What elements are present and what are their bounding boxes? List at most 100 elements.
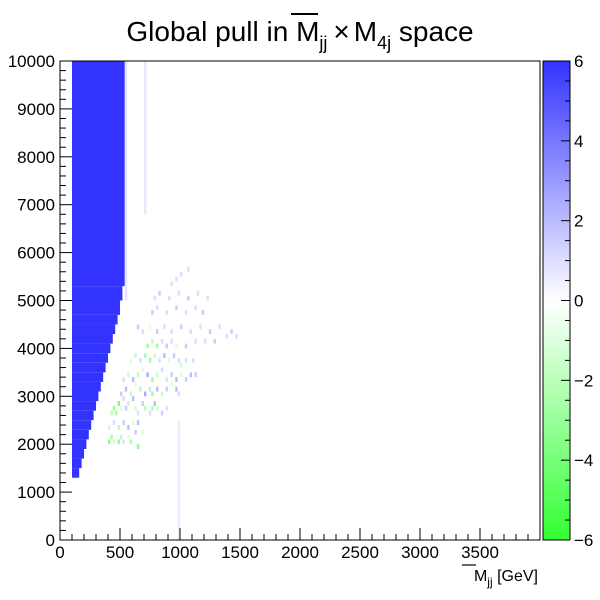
heatmap-cell: [146, 372, 149, 378]
x-axis-label-unit: [GeV]: [493, 568, 538, 585]
y-tick-label: 10000: [8, 52, 55, 71]
heatmap-saturated-bin: [72, 314, 118, 325]
heatmap-cell: [144, 391, 147, 397]
heatmap-cell: [112, 439, 116, 445]
heatmap-cell: [117, 401, 120, 406]
heatmap-cell: [163, 324, 166, 330]
heatmap-cells: [72, 61, 238, 540]
heatmap-cell: [124, 405, 128, 411]
heatmap-cell: [170, 338, 173, 344]
heatmap-cell: [184, 343, 188, 349]
heatmap-cell: [141, 429, 144, 435]
heatmap-cell: [177, 391, 180, 397]
x-axis-label-main: M: [474, 568, 487, 585]
heatmap-cell: [148, 324, 152, 330]
x-tick-label: 3000: [401, 543, 439, 562]
colorbar-tick-label: −2: [574, 371, 593, 390]
x-axis-label: Mjj [GeV]: [474, 568, 538, 589]
plot-background: [60, 61, 540, 540]
heatmap-cell: [153, 401, 156, 406]
heatmap-band: [144, 61, 147, 215]
heatmap-cell: [156, 343, 159, 349]
plot-area: [60, 61, 540, 540]
heatmap-cell: [156, 405, 159, 411]
colorbar-tick-label: 6: [574, 52, 583, 71]
y-tick-label: 6000: [17, 244, 55, 263]
heatmap-saturated-bin: [72, 343, 111, 354]
heatmap-saturated-bin: [72, 448, 84, 459]
heatmap-cell: [168, 357, 171, 363]
heatmap-cell: [120, 391, 123, 397]
heatmap-cell: [156, 386, 159, 392]
heatmap-cell: [172, 353, 176, 358]
heatmap-cell: [144, 405, 147, 411]
y-tick-label: 5000: [17, 292, 55, 311]
title-times: ×: [333, 16, 349, 47]
title-m4j-sub: 4j: [377, 33, 391, 53]
heatmap-cell: [124, 386, 128, 392]
heatmap-cell: [127, 372, 130, 378]
heatmap-saturated-bin: [72, 286, 123, 301]
x-axis-label-sub: jj: [486, 575, 492, 589]
y-tick-label: 3000: [17, 387, 55, 406]
heatmap-cell: [153, 353, 156, 358]
heatmap-cell: [151, 377, 154, 382]
heatmap-cell: [122, 439, 125, 445]
heatmap-saturated-bin: [72, 391, 99, 402]
heatmap-saturated-bin: [72, 401, 96, 411]
heatmap-cell: [112, 405, 116, 411]
x-tick-label: 1500: [221, 543, 259, 562]
colorbar-tick-label: 0: [574, 292, 583, 311]
heatmap-cell: [170, 281, 173, 287]
heatmap-cell: [134, 353, 137, 358]
heatmap-cell: [230, 329, 233, 335]
heatmap-cell: [146, 343, 149, 349]
heatmap-cell: [136, 372, 140, 378]
heatmap-cell: [122, 377, 125, 382]
heatmap-cell: [165, 405, 168, 411]
y-axis: 0 1000 2000 3000 4000 5000 6000 7000 8000 9000 100…: [8, 52, 72, 550]
heatmap-cell: [153, 295, 156, 301]
heatmap-saturated-bin: [72, 353, 108, 363]
heatmap-cell: [120, 405, 123, 411]
heatmap-cell: [170, 381, 173, 387]
heatmap-cell: [165, 343, 168, 349]
x-tick-label: 1000: [161, 543, 199, 562]
heatmap-cell: [184, 310, 188, 315]
heatmap-cell: [160, 410, 164, 416]
heatmap-cell: [141, 329, 144, 335]
heatmap-cell: [158, 357, 161, 363]
colorbar-tick-label: −4: [574, 451, 593, 470]
heatmap-cell: [127, 425, 130, 430]
heatmap-cell: [175, 305, 178, 311]
y-tick-label: 4000: [17, 339, 55, 358]
heatmap-cell: [204, 338, 207, 344]
heatmap-cell: [199, 324, 202, 330]
heatmap-cell: [225, 334, 228, 339]
heatmap-cell: [180, 324, 183, 330]
title-suffix: space: [391, 16, 474, 47]
heatmap-cell: [134, 405, 137, 411]
heatmap-saturated-bin: [72, 300, 120, 315]
heatmap-saturated-bin: [72, 362, 106, 373]
heatmap-cell: [151, 391, 154, 397]
y-tick-label: 7000: [17, 196, 55, 215]
heatmap-saturated-bin: [72, 381, 101, 392]
heatmap-cell: [160, 338, 164, 344]
heatmap-cell: [201, 310, 204, 315]
heatmap-saturated-bin: [72, 468, 80, 478]
heatmap-cell: [136, 410, 140, 416]
heatmap-cell: [194, 305, 197, 311]
x-tick-label: 500: [106, 543, 134, 562]
heatmap-cell: [141, 401, 144, 406]
x-tick-label: 3500: [461, 543, 499, 562]
heatmap-cell: [156, 329, 159, 335]
heatmap-cell: [132, 377, 135, 382]
heatmap-cell: [170, 372, 173, 378]
heatmap-cell: [120, 434, 123, 440]
y-tick-label: 8000: [17, 148, 55, 167]
y-tick-label: 2000: [17, 435, 55, 454]
heatmap-cell: [148, 386, 152, 392]
heatmap-saturated-bin: [72, 324, 116, 335]
heatmap-cell: [110, 434, 113, 440]
